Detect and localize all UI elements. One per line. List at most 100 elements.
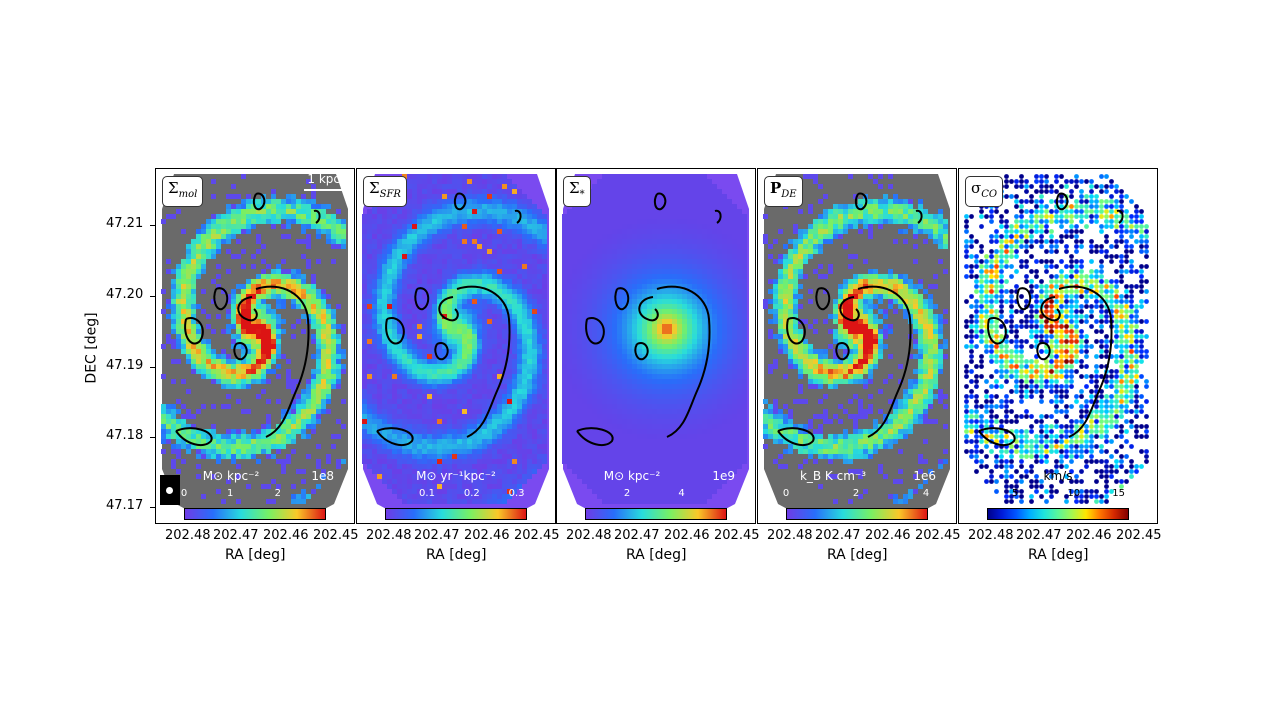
map-pixel [482,244,487,249]
map-pixel [226,194,231,199]
map-pixel [662,359,667,364]
map-pixel [216,244,221,249]
map-pixel [447,179,452,184]
map-pixel [497,329,502,334]
map-pixel [251,449,256,454]
map-pixel [742,339,747,344]
map-pixel [372,364,377,369]
map-pixel [326,239,331,244]
map-pixel [392,374,397,379]
map-pixel [727,359,732,364]
map-pixel [286,209,291,214]
map-pixel [652,279,657,284]
map-pixel [532,359,537,364]
map-pixel [261,289,266,294]
map-pixel [472,279,477,284]
map-pixel [251,319,256,324]
map-pixel [246,284,251,289]
map-pixel [412,199,417,204]
map-pixel [717,249,722,254]
map-pixel [161,414,166,419]
map-pixel [497,284,502,289]
map-pixel [542,219,547,224]
map-pixel [687,234,692,239]
map-pixel [276,439,281,444]
map-pixel [522,359,527,364]
map-pixel [677,269,682,274]
map-pixel [512,384,517,389]
map-pixel [732,294,737,299]
map-pixel [512,444,517,449]
map-pixel [216,359,221,364]
map-pixel [271,279,276,284]
map-pixel [331,229,336,234]
map-pixel [612,234,617,239]
map-pixel [372,469,377,474]
map-pixel [427,459,432,464]
map-pixel [487,214,492,219]
map-pixel [637,274,642,279]
map-pixel [702,374,707,379]
map-pixel [377,449,382,454]
map-pixel [281,284,286,289]
map-pixel [697,199,702,204]
map-pixel [246,334,251,339]
map-pixel [382,254,387,259]
map-pixel [707,299,712,304]
map-pixel [652,214,657,219]
map-pixel [226,444,231,449]
map-pixel [527,224,532,229]
map-pixel [472,414,477,419]
map-pixel [191,279,196,284]
map-pixel [382,364,387,369]
map-pixel [512,379,517,384]
map-pixel [582,219,587,224]
map-pixel [467,469,472,474]
map-pixel [527,334,532,339]
colorbar-tick-label: 0.1 [419,488,435,499]
map-pixel [512,354,517,359]
map-pixel [607,319,612,324]
map-pixel [166,434,171,439]
map-pixel [176,359,181,364]
map-pixel [407,414,412,419]
map-pixel [517,429,522,434]
map-pixel [677,204,682,209]
map-pixel [211,449,216,454]
map-pixel [587,274,592,279]
map-pixel [587,214,592,219]
map-pixel [482,319,487,324]
map-pixel [261,444,266,449]
map-pixel [667,219,672,224]
map-pixel [737,239,742,244]
map-pixel [457,464,462,469]
map-pixel [627,369,632,374]
map-pixel [367,404,372,409]
map-pixel [702,304,707,309]
map-pixel [472,189,477,194]
map-pixel [442,389,447,394]
map-pixel [532,314,537,319]
map-pixel [657,204,662,209]
map-pixel [627,294,632,299]
map-pixel [286,294,291,299]
map-pixel [291,289,296,294]
map-pixel [617,359,622,364]
map-pixel [171,294,176,299]
map-pixel [607,274,612,279]
map-pixel [692,264,697,269]
map-pixel [256,274,261,279]
map-pixel [316,369,321,374]
map-pixel [562,349,567,354]
map-pixel [732,214,737,219]
map-pixel [652,344,657,349]
map-pixel [171,319,176,324]
map-pixel [572,329,577,334]
map-pixel [452,429,457,434]
map-pixel [617,299,622,304]
map-pixel [572,234,577,239]
map-pixel [502,199,507,204]
map-pixel [447,494,452,499]
map-pixel [437,399,442,404]
map-pixel [176,314,181,319]
